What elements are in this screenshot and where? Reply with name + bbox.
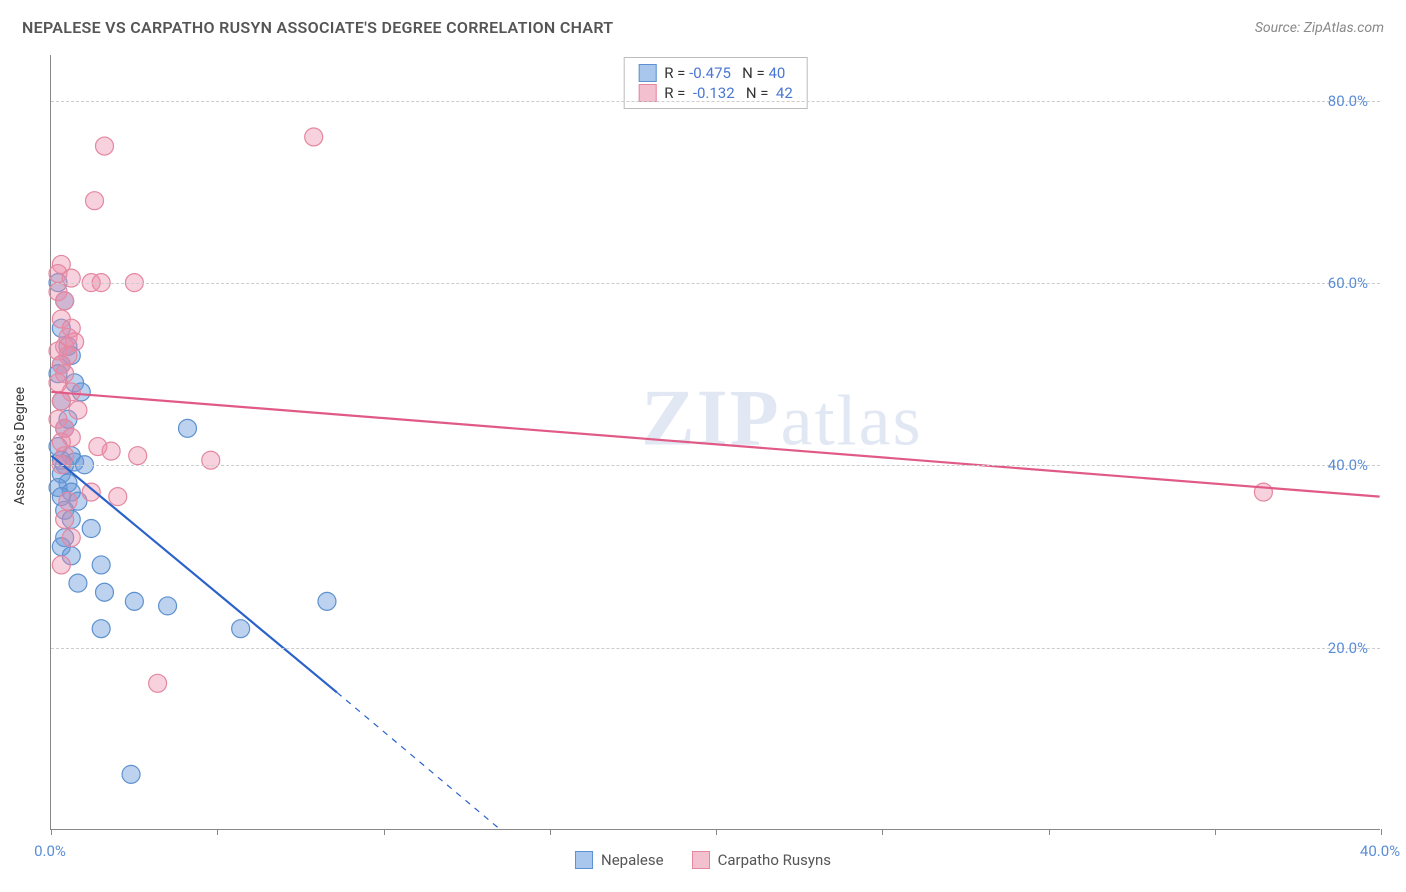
y-tick-label: 80.0% [1328, 92, 1368, 110]
data-point [305, 128, 323, 146]
data-point [96, 137, 114, 155]
x-tick [51, 829, 52, 835]
data-point [129, 447, 147, 465]
x-tick [217, 829, 218, 835]
legend-item: Carpatho Rusyns [692, 851, 831, 869]
y-tick-label: 20.0% [1328, 639, 1368, 657]
y-axis-label: Associate's Degree [12, 387, 28, 505]
title-bar: NEPALESE VS CARPATHO RUSYN ASSOCIATE'S D… [22, 18, 1384, 37]
x-tick [550, 829, 551, 835]
legend-item: Nepalese [575, 851, 664, 869]
data-point [82, 483, 100, 501]
x-tick [716, 829, 717, 835]
x-tick [384, 829, 385, 835]
y-tick-label: 40.0% [1328, 456, 1368, 474]
chart-title: NEPALESE VS CARPATHO RUSYN ASSOCIATE'S D… [22, 18, 613, 37]
x-tick-label: 40.0% [1360, 842, 1400, 860]
data-point [69, 401, 87, 419]
data-point [62, 269, 80, 287]
data-point [92, 620, 110, 638]
data-point [56, 510, 74, 528]
data-point [122, 765, 140, 783]
source-label: Source: ZipAtlas.com [1255, 20, 1384, 36]
data-point [52, 556, 70, 574]
legend-swatch [575, 851, 593, 869]
data-point [318, 592, 336, 610]
data-point [125, 592, 143, 610]
data-point [82, 520, 100, 538]
x-tick-label: 0.0% [34, 842, 66, 860]
data-point [149, 674, 167, 692]
legend-swatch [692, 851, 710, 869]
data-point [69, 574, 87, 592]
legend-bottom: Nepalese Carpatho Rusyns [575, 838, 831, 882]
x-tick [1215, 829, 1216, 835]
data-point [96, 583, 114, 601]
legend-label: Nepalese [601, 851, 664, 869]
data-point [102, 442, 120, 460]
gridline [51, 101, 1380, 102]
x-tick [1381, 829, 1382, 835]
gridline [51, 283, 1380, 284]
data-point [59, 492, 77, 510]
trend-line-dash [337, 692, 500, 829]
trend-line [51, 392, 1379, 497]
chart-container: NEPALESE VS CARPATHO RUSYN ASSOCIATE'S D… [0, 0, 1406, 892]
data-point [56, 292, 74, 310]
x-tick [882, 829, 883, 835]
data-point [232, 620, 250, 638]
data-point [109, 488, 127, 506]
data-point [62, 529, 80, 547]
data-point [159, 597, 177, 615]
trend-line [51, 456, 337, 693]
data-point [1254, 483, 1272, 501]
plot-svg [51, 55, 1380, 829]
data-point [86, 192, 104, 210]
y-tick-label: 60.0% [1328, 274, 1368, 292]
data-point [179, 419, 197, 437]
x-tick [1049, 829, 1050, 835]
legend-label: Carpatho Rusyns [718, 851, 831, 869]
data-point [202, 451, 220, 469]
data-point [52, 392, 70, 410]
data-point [92, 556, 110, 574]
gridline [51, 465, 1380, 466]
gridline [51, 648, 1380, 649]
plot-area: ZIPatlas R = -0.475 N = 40 R = -0.132 N … [50, 55, 1380, 830]
